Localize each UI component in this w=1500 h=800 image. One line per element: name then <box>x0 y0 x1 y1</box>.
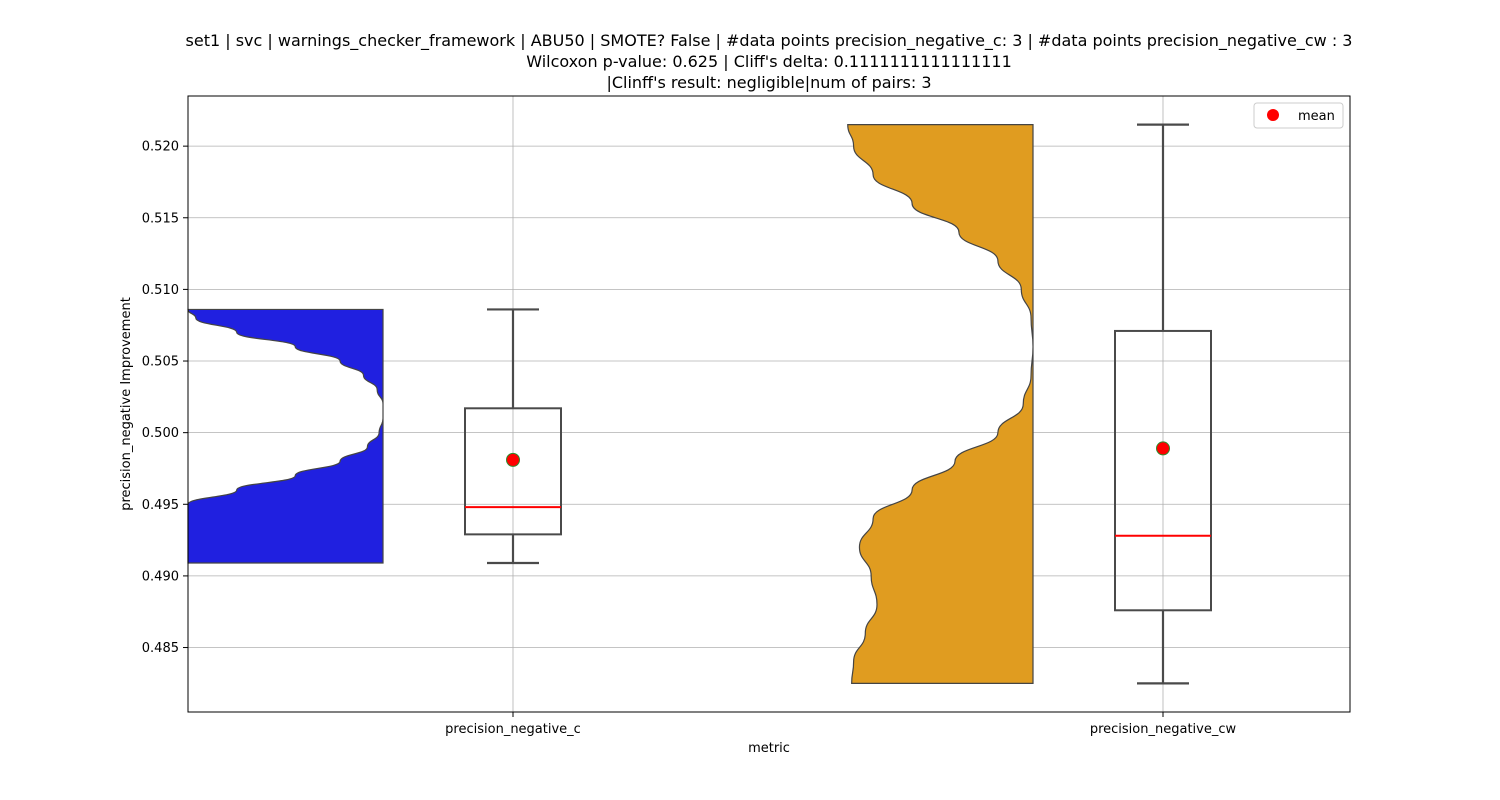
y-tick-label: 0.510 <box>142 283 179 298</box>
box-precision_negative_cw <box>1114 329 1212 612</box>
chart-title: set1 | svc | warnings_checker_framework … <box>186 31 1353 92</box>
y-axis-ticks: 0.485 0.490 0.495 0.500 0.505 0.510 0.515 0.520 <box>142 140 188 656</box>
violin-precision_negative_c <box>187 308 384 564</box>
gridlines <box>188 96 1350 712</box>
legend-mean-marker <box>1267 109 1279 121</box>
legend: mean <box>1253 102 1344 129</box>
y-tick-label: 0.500 <box>142 426 179 441</box>
mean-marker-precision_negative_c <box>506 452 520 467</box>
x-axis-ticks: precision_negative_c precision_negative_c… <box>445 712 1237 737</box>
x-axis-label: metric <box>748 741 790 756</box>
y-tick-label: 0.505 <box>142 355 179 370</box>
y-tick-label: 0.490 <box>142 569 179 584</box>
chart-title-line-1: set1 | svc | warnings_checker_framework … <box>186 31 1353 51</box>
box-precision_negative_c <box>464 407 562 536</box>
violins <box>187 124 1034 684</box>
y-axis-label: precision_negative Improvement <box>119 297 134 511</box>
chart-title-line-2: Wilcoxon p-value: 0.625 | Cliff's delta:… <box>526 52 1012 71</box>
y-tick-label: 0.515 <box>142 211 179 226</box>
legend-box <box>1253 102 1344 129</box>
mean-marker-precision_negative_cw <box>1156 441 1170 456</box>
violin-precision_negative_cw <box>847 124 1034 684</box>
x-tick-label: precision_negative_c <box>445 722 581 737</box>
legend-label-mean: mean <box>1298 109 1335 124</box>
chart-title-line-3: |Clinff's result: negligible|num of pair… <box>606 73 931 92</box>
plot-area-frame <box>187 95 1351 713</box>
boxplots <box>464 123 1212 685</box>
y-tick-label: 0.520 <box>142 140 179 155</box>
y-tick-label: 0.485 <box>142 641 179 656</box>
x-tick-label: precision_negative_cw <box>1090 722 1237 737</box>
y-tick-label: 0.495 <box>142 498 179 513</box>
